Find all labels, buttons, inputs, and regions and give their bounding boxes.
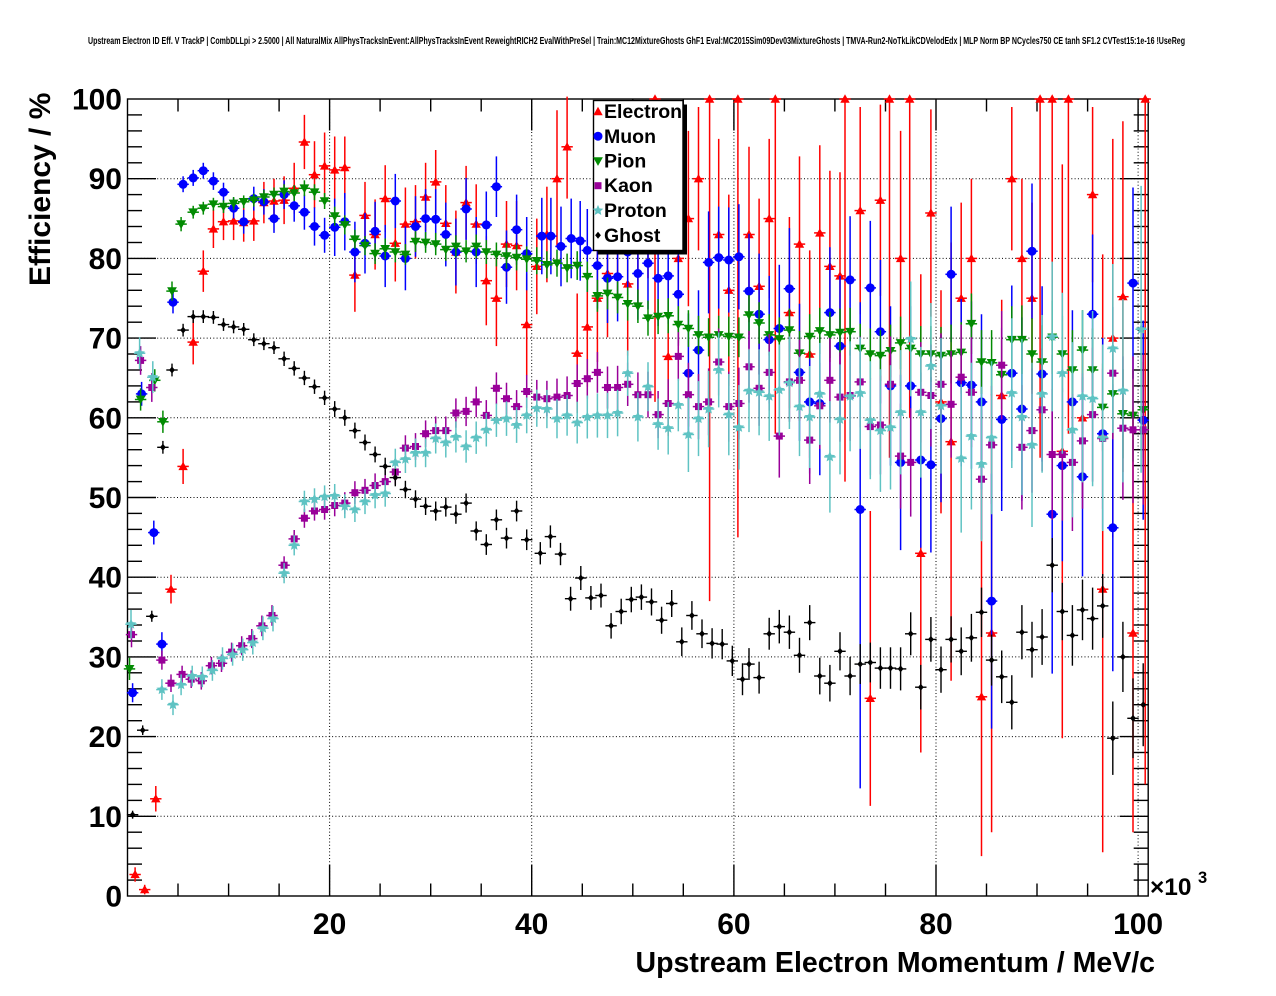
svg-text:80: 80 — [89, 243, 122, 276]
svg-text:30: 30 — [89, 641, 122, 674]
svg-text:Kaon: Kaon — [604, 175, 653, 197]
svg-text:20: 20 — [89, 721, 122, 754]
svg-text:40: 40 — [515, 908, 548, 941]
svg-text:60: 60 — [89, 402, 122, 435]
svg-text:60: 60 — [717, 908, 750, 941]
svg-text:Efficiency / %: Efficiency / % — [24, 93, 57, 286]
svg-text:0: 0 — [105, 881, 122, 914]
svg-text:Upstream Electron ID Eff. V Tr: Upstream Electron ID Eff. V TrackP | Com… — [88, 36, 1185, 47]
svg-text:40: 40 — [89, 562, 122, 595]
svg-text:90: 90 — [89, 163, 122, 196]
svg-text:Muon: Muon — [604, 126, 656, 148]
svg-text:10: 10 — [89, 801, 122, 834]
svg-text:Upstream Electron Momentum / M: Upstream Electron Momentum / MeV/c — [636, 947, 1156, 979]
svg-text:100: 100 — [72, 84, 122, 117]
svg-text:Electron: Electron — [604, 101, 682, 123]
svg-text:Ghost: Ghost — [604, 225, 661, 247]
svg-text:×10: ×10 — [1150, 874, 1192, 901]
svg-text:20: 20 — [313, 908, 346, 941]
svg-text:100: 100 — [1113, 908, 1163, 941]
svg-text:50: 50 — [89, 482, 122, 515]
svg-text:3: 3 — [1198, 869, 1207, 887]
svg-text:70: 70 — [89, 323, 122, 356]
svg-text:Proton: Proton — [604, 200, 667, 222]
svg-text:80: 80 — [919, 908, 952, 941]
svg-text:Pion: Pion — [604, 151, 646, 173]
